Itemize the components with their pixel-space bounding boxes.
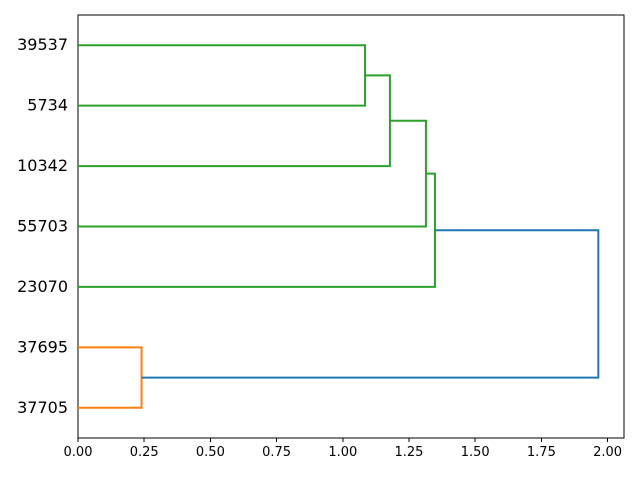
x-tick-label: 0.00 bbox=[64, 445, 93, 460]
x-tick-label: 1.50 bbox=[461, 445, 490, 460]
leaf-label: 37705 bbox=[17, 398, 68, 417]
leaf-label: 39537 bbox=[17, 35, 68, 54]
dendrogram-link bbox=[78, 44, 367, 107]
x-tick-label: 1.75 bbox=[527, 445, 556, 460]
leaf-label: 10342 bbox=[17, 156, 68, 175]
x-tick-label: 0.25 bbox=[130, 445, 159, 460]
dendrogram-link bbox=[78, 172, 436, 288]
dendrogram-link bbox=[78, 346, 143, 409]
x-tick-label: 1.25 bbox=[395, 445, 424, 460]
dendrogram-link bbox=[78, 74, 391, 168]
leaf-label: 37695 bbox=[17, 337, 68, 356]
leaf-label: 23070 bbox=[17, 277, 68, 296]
leaf-label: 55703 bbox=[17, 217, 68, 236]
dendrogram-link bbox=[78, 119, 427, 228]
x-tick-label: 2.00 bbox=[593, 445, 622, 460]
x-tick-label: 0.50 bbox=[196, 445, 225, 460]
dendrogram-link bbox=[141, 229, 600, 379]
leaf-label: 5734 bbox=[27, 96, 68, 115]
x-tick-label: 1.00 bbox=[328, 445, 357, 460]
x-tick-label: 0.75 bbox=[262, 445, 291, 460]
